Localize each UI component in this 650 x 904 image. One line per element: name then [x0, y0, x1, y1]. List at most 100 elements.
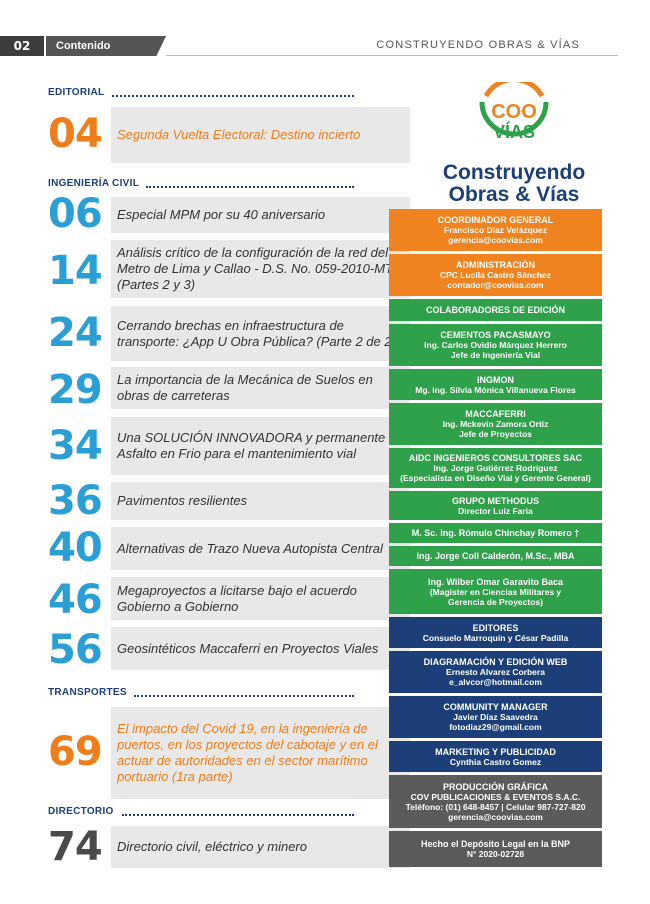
staff-line: Javier Díaz Saavedra: [453, 712, 538, 722]
staff-line: N° 2020-02728: [466, 849, 525, 859]
staff-title: PRODUCCIÓN GRÁFICA: [443, 781, 548, 792]
staff-block: MARKETING Y PUBLICIDAD Cynthia Castro Go…: [389, 741, 602, 772]
page-ref: 56: [48, 627, 103, 673]
staff-line: e_alvcor@hotmail.com: [449, 677, 542, 687]
staff-line: CPC Lucila Castro Sánchez: [439, 270, 551, 280]
staff-title: DIAGRAMACIÓN Y EDICIÓN WEB: [423, 657, 568, 667]
staff-title: MARKETING Y PUBLICIDAD: [435, 746, 556, 757]
staff-line: Ing. Jorge Gutiérrez Rodríguez: [433, 463, 558, 473]
staff-title: INGMON: [477, 374, 514, 385]
staff-line: Ing. Mckevin Zamora Ortiz: [442, 419, 549, 429]
staff-title: Ing. Wilber Omar Garavito Baca: [428, 576, 563, 587]
section-ingenieria: INGENIERÍA CIVIL: [48, 178, 140, 189]
staff-block: Ing. Wilber Omar Garavito Baca (Magister…: [389, 569, 602, 614]
staff-line: Ernesto Alvarez Corbera: [446, 667, 545, 677]
staff-title: CEMENTOS PACASMAYO: [440, 330, 551, 340]
page-ref: 14: [48, 248, 103, 294]
entry-title: Análisis crítico de la configuración de …: [111, 240, 410, 298]
page-ref: 29: [48, 367, 103, 413]
staff-title: EDITORES: [472, 622, 519, 633]
page-ref: 74: [48, 824, 103, 870]
staff-block: MACCAFERRI Ing. Mckevin Zamora Ortiz Jef…: [389, 403, 602, 445]
staff-line: gerencia@coovias.com: [448, 235, 543, 245]
staff-line: COV PUBLICACIONES & EVENTOS S.A.C.: [410, 791, 581, 802]
logo-mark-icon: COO VÍAS: [479, 77, 549, 142]
magazine-name: CONSTRUYENDO OBRAS & VÍAS: [376, 39, 580, 51]
logo-vias: VÍAS: [493, 121, 535, 142]
staff-line: Jefe de Ingeniería Vial: [450, 350, 541, 360]
staff-title: Hecho el Depósito Legal en la BNP: [420, 839, 571, 849]
staff-block: M. Sc. Ing. Rómulo Chinchay Romero †: [389, 523, 602, 543]
section-tab: Contenido: [46, 36, 166, 56]
page-ref: 06: [48, 191, 103, 237]
logo-coo: COO: [491, 101, 537, 123]
entry-title: Cerrando brechas en infraestructura de t…: [111, 306, 410, 361]
staff-block: GRUPO METHODUS Director Luiz Faria: [389, 491, 602, 520]
dotted-rule: [134, 695, 354, 697]
staff-block: ADMINISTRACIÓN CPC Lucila Castro Sánchez…: [389, 254, 602, 296]
staff-title: Ing. Jorge Coll Calderón, M.Sc., MBA: [416, 551, 575, 561]
staff-block: DIAGRAMACIÓN Y EDICIÓN WEB Ernesto Alvar…: [389, 651, 602, 693]
dotted-rule: [146, 186, 354, 188]
staff-title: ADMINISTRACIÓN: [456, 260, 535, 270]
staff-line: (Especialista en Diseño Vial y Gerente G…: [400, 473, 591, 483]
page-ref: 04: [48, 111, 103, 157]
entry-title: Alternativas de Trazo Nueva Autopista Ce…: [111, 527, 410, 570]
staff-title: COLABORADORES DE EDICIÓN: [425, 305, 565, 315]
coovias-logo: COO VÍAS Construyendo Obras & Vías: [424, 77, 604, 206]
header-rule: [166, 55, 618, 56]
section-directorio: DIRECTORIO: [48, 806, 114, 817]
section-transportes: TRANSPORTES: [48, 687, 127, 698]
staff-block: AIDC INGENIEROS CONSULTORES SAC Ing. Jor…: [389, 448, 602, 488]
staff-block: PRODUCCIÓN GRÁFICA COV PUBLICACIONES & E…: [389, 775, 602, 828]
page-header: 02 Contenido CONSTRUYENDO OBRAS & VÍAS: [0, 36, 650, 56]
staff-line: Gerencia de Proyectos): [448, 596, 543, 607]
page-ref: 24: [48, 310, 103, 356]
entry-title: El impacto del Covid 19, en la ingenierí…: [111, 707, 410, 799]
staff-block: COORDINADOR GENERAL Francisco Díaz Veláz…: [389, 209, 602, 251]
staff-block: INGMON Mg. Ing. Silvia Mónica Villanueva…: [389, 369, 602, 400]
staff-block: COMMUNITY MANAGER Javier Díaz Saavedra f…: [389, 696, 602, 738]
entry-title: Una SOLUCIÓN INNOVADORA y permanente en …: [111, 417, 410, 475]
entry-title: Geosintéticos Maccaferri en Proyectos Vi…: [111, 627, 410, 670]
staff-title: COORDINADOR GENERAL: [437, 215, 554, 225]
entry-title: Directorio civil, eléctrico y minero: [111, 826, 410, 868]
entry-title: La importancia de la Mecánica de Suelos …: [111, 367, 410, 409]
staff-block: CEMENTOS PACASMAYO Ing. Carlos Ovidio Má…: [389, 324, 602, 366]
staff-title: AIDC INGENIEROS CONSULTORES SAC: [408, 453, 583, 463]
dotted-rule: [122, 814, 354, 816]
staff-line: Mg. Ing. Silvia Mónica Villanueva Flores: [415, 384, 576, 395]
section-editorial: EDITORIAL: [48, 87, 105, 98]
staff-line: Cynthia Castro Gomez: [449, 756, 542, 767]
page-ref: 69: [48, 729, 103, 775]
staff-line: Director Luiz Faria: [458, 505, 533, 516]
page-ref: 36: [48, 478, 103, 524]
staff-line: Teléfono: (01) 648-8457 | Celular 987-72…: [405, 801, 586, 812]
page-ref: 34: [48, 423, 103, 469]
staff-line: (Magister en Ciencias Militares y: [429, 586, 562, 597]
staff-line: contador@coovias.com: [447, 280, 544, 290]
entry-title: Segunda Vuelta Electoral: Destino incier…: [111, 107, 410, 163]
logo-line1: Construyendo: [442, 161, 586, 184]
entry-title: Pavimentos resilientes: [111, 482, 410, 520]
entry-title: Megaproyectos a licitarse bajo el acuerd…: [111, 577, 410, 620]
page-number: 02: [0, 36, 44, 56]
staff-line: Francisco Díaz Velázquez: [444, 225, 547, 235]
staff-line: fotodiaz29@gmail.com: [449, 722, 542, 732]
staff-block: Hecho el Depósito Legal en la BNP N° 202…: [389, 831, 602, 867]
logo-line2: Obras & Vías: [448, 183, 580, 206]
staff-block: Ing. Jorge Coll Calderón, M.Sc., MBA: [389, 546, 602, 566]
staff-title: COMMUNITY MANAGER: [443, 702, 548, 712]
page-ref: 46: [48, 577, 103, 623]
entry-title: Especial MPM por su 40 aniversario: [111, 197, 410, 233]
staff-line: gerencia@coovias.com: [448, 811, 543, 822]
staff-block: EDITORES Consuelo Marroquín y César Padi…: [389, 617, 602, 648]
staff-block: COLABORADORES DE EDICIÓN: [389, 299, 602, 321]
staff-title: M. Sc. Ing. Rómulo Chinchay Romero †: [411, 528, 580, 538]
staff-line: Jefe de Proyectos: [459, 429, 532, 439]
dotted-rule: [112, 95, 354, 97]
staff-line: Consuelo Marroquín y César Padilla: [422, 632, 569, 643]
page-ref: 40: [48, 525, 103, 571]
staff-title: MACCAFERRI: [465, 409, 526, 419]
staff-line: Ing. Carlos Ovidio Márquez Herrero: [424, 340, 567, 350]
